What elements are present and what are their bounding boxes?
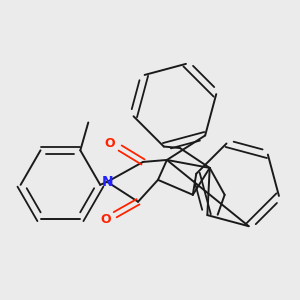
Text: O: O [100, 213, 110, 226]
Text: O: O [105, 136, 116, 149]
Text: N: N [101, 175, 113, 189]
